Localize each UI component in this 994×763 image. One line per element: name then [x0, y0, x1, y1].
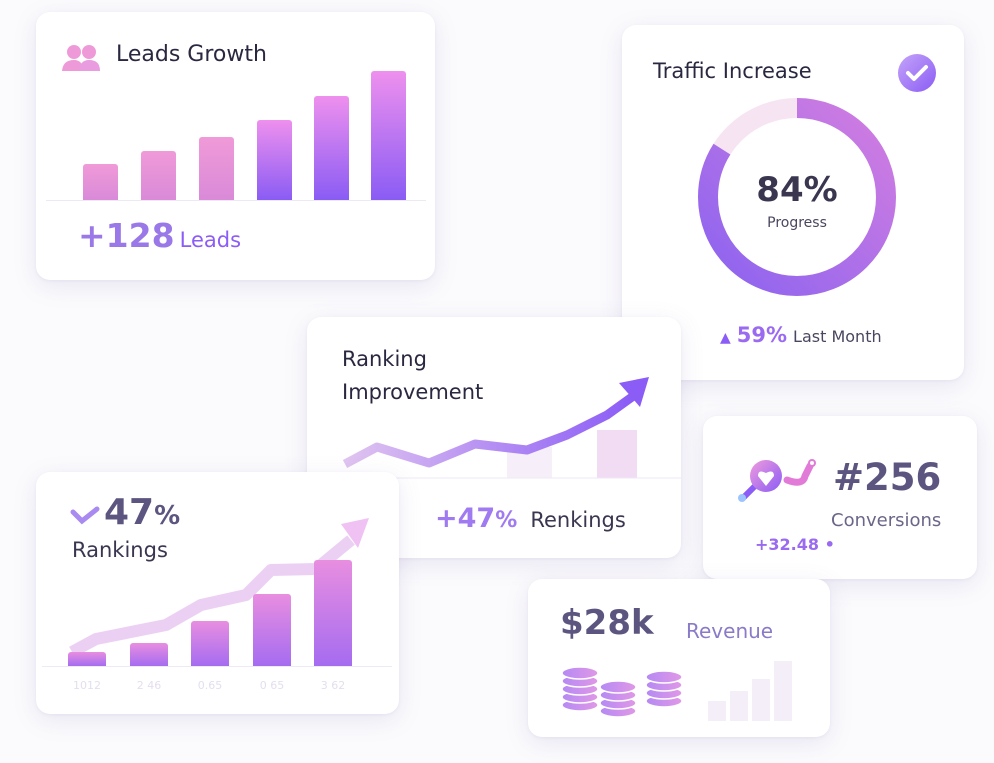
traffic-change-label: Last Month [793, 327, 882, 346]
leads-unit: Leads [179, 228, 242, 252]
title-line-2: Improvement [342, 380, 484, 404]
tick-label: 2 46 [136, 679, 162, 692]
ranking-trend-chart [307, 377, 681, 479]
traffic-change: ▲ 59% Last Month [720, 323, 882, 347]
conversions-label: Conversions [831, 510, 942, 531]
trend-bar [597, 430, 637, 478]
progress-percent: 84% [756, 170, 838, 210]
tick-label: 3 62 [320, 679, 346, 692]
check-circle-icon [898, 54, 936, 92]
ranking-improvement-value: +47% Renkings [435, 503, 626, 534]
leads-growth-card: Leads Growth +128 Leads [36, 12, 435, 280]
value: 47 [104, 492, 155, 533]
leads-bar [314, 95, 349, 200]
rankings-card: 47% Rankings 1012 2 46 0.65 0 65 3 62 [36, 472, 399, 714]
tick-label: 1012 [73, 679, 101, 692]
rankings-bar [191, 621, 229, 666]
progress-donut [698, 98, 896, 296]
trend-arrow [69, 518, 369, 658]
revenue-card: $28k Revenue [528, 579, 830, 737]
conversions-change: +32.48 • [755, 535, 835, 554]
revenue-label: Revenue [686, 619, 774, 643]
faint-bars [708, 661, 792, 721]
rankings-bar [314, 560, 352, 666]
arrow-up-icon [341, 518, 369, 548]
leads-count: +128 [78, 216, 175, 255]
card-title: Traffic Increase [653, 59, 812, 83]
leads-bar [371, 71, 406, 200]
ranking-improvement-card: Ranking Improvement +47% Renkings [307, 317, 681, 558]
checkmark-icon [70, 506, 100, 525]
chart-baseline [46, 200, 426, 201]
traffic-change-value: 59% [736, 323, 788, 347]
dot-icon: • [819, 535, 835, 554]
users-icon [62, 45, 100, 71]
tick-label: 0 65 [259, 679, 285, 692]
change-value: +32.48 [755, 535, 820, 554]
trend-line [342, 393, 635, 468]
rankings-bar-chart [36, 472, 399, 666]
rankings-bar [253, 593, 291, 666]
rankings-label: Rankings [72, 538, 168, 562]
percent-sign: % [154, 501, 181, 531]
leads-bar [141, 150, 176, 200]
leads-bar [199, 136, 234, 200]
conversions-card: #256 Conversions +32.48 • [703, 416, 977, 579]
conversions-value: #256 [833, 456, 942, 499]
rankings-bar [130, 642, 168, 666]
card-title: Ranking Improvement [342, 343, 483, 409]
progress-label: Progress [767, 215, 827, 231]
leads-bar-chart [36, 12, 435, 202]
leads-bar [83, 163, 118, 200]
heart-link-icon [738, 459, 816, 502]
tick-label: 0.65 [197, 679, 223, 692]
rankings-bar [68, 652, 106, 666]
title-line-1: Ranking [342, 347, 427, 371]
leads-value: +128 Leads [78, 216, 241, 255]
coins-icon [561, 661, 792, 721]
percent-sign: % [495, 508, 518, 533]
value: +47 [435, 503, 496, 534]
card-title: Leads Growth [116, 42, 267, 67]
arrow-up-icon [619, 377, 649, 407]
leads-bar [257, 120, 292, 200]
rankings-value: 47% [104, 492, 180, 533]
triangle-up-icon: ▲ [720, 330, 731, 346]
revenue-value: $28k [560, 603, 654, 643]
label: Renkings [530, 508, 626, 532]
donut-progress-arc [698, 98, 896, 296]
chart-baseline [42, 666, 392, 667]
traffic-increase-card: Traffic Increase 84% Progress ▲ 59% Last… [622, 25, 964, 380]
